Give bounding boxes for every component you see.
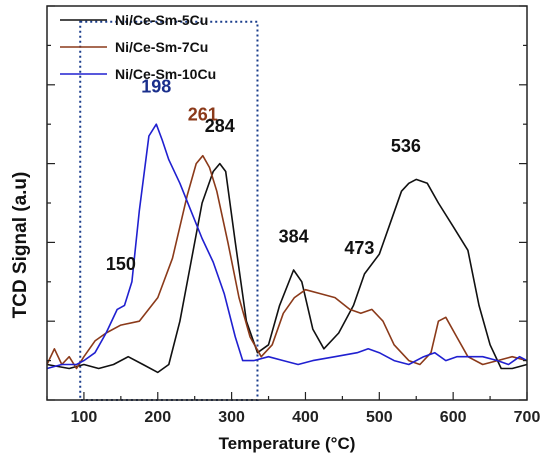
- peak-label-473: 473: [344, 238, 374, 258]
- legend-label-5cu: Ni/Ce-Sm-5Cu: [115, 12, 208, 28]
- x-tick-label: 200: [144, 409, 171, 426]
- peak-label-150: 150: [106, 254, 136, 274]
- legend: Ni/Ce-Sm-5Cu Ni/Ce-Sm-7Cu Ni/Ce-Sm-10Cu: [60, 12, 216, 82]
- legend-label-7cu: Ni/Ce-Sm-7Cu: [115, 39, 208, 55]
- x-tick-label: 500: [366, 409, 393, 426]
- y-axis-title: TCD Signal (a.u): [10, 172, 31, 319]
- legend-label-10cu: Ni/Ce-Sm-10Cu: [115, 66, 216, 82]
- x-axis-title-unit: (°C): [325, 434, 355, 453]
- series-layer: [46, 123, 528, 374]
- x-axis-title: Temperature (°C): [219, 434, 356, 453]
- x-tick-label: 700: [514, 409, 541, 426]
- highlight-layer: [79, 20, 259, 401]
- peak-label-261: 261: [188, 104, 218, 124]
- x-axis-title-label: Temperature: [219, 434, 321, 453]
- peak-label-284: 284: [205, 116, 235, 136]
- highlight-box: [79, 20, 259, 401]
- series-line-2: [46, 123, 528, 370]
- series-line-0: [46, 162, 528, 374]
- ticks-layer: 100 200 300 400 500 600 700: [46, 5, 541, 426]
- x-tick-label: 400: [292, 409, 319, 426]
- peak-label-384: 384: [279, 226, 309, 246]
- x-tick-label: 300: [218, 409, 245, 426]
- peak-label-198: 198: [141, 77, 171, 97]
- x-tick-label: 600: [440, 409, 467, 426]
- x-tick-label: 100: [71, 409, 98, 426]
- peak-label-536: 536: [391, 136, 421, 156]
